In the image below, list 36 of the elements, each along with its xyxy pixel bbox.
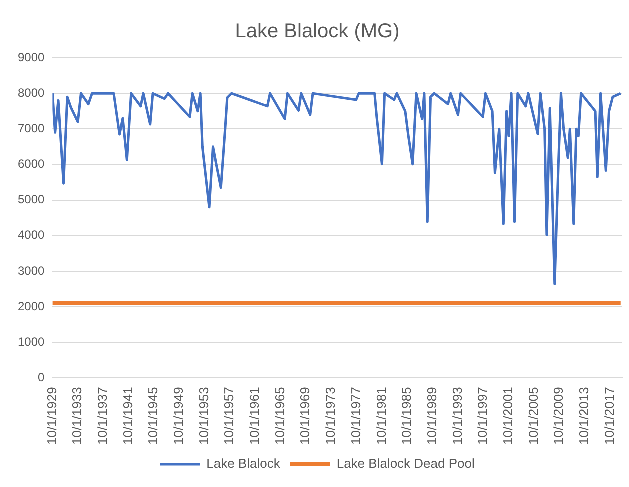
legend-label: Lake Blalock bbox=[206, 456, 281, 472]
x-tick-label: 10/1/1941 bbox=[120, 387, 136, 446]
y-tick-label: 5000 bbox=[18, 192, 46, 207]
x-tick-label: 10/1/1953 bbox=[196, 387, 212, 446]
x-tick-label: 10/1/1945 bbox=[146, 387, 161, 446]
x-tick-label: 10/1/1977 bbox=[348, 387, 364, 446]
x-tick-label: 10/1/1973 bbox=[323, 387, 338, 446]
y-tick-label: 6000 bbox=[18, 157, 46, 172]
x-tick-label: 10/1/2005 bbox=[526, 387, 541, 446]
x-tick-label: 10/1/1933 bbox=[70, 387, 85, 446]
x-tick-label: 10/1/2009 bbox=[551, 387, 566, 446]
x-tick-label: 10/1/1981 bbox=[374, 387, 389, 446]
x-tick-label: 10/1/1937 bbox=[94, 387, 110, 446]
y-tick-label: 8000 bbox=[18, 86, 46, 100]
x-tick-label: 10/1/1965 bbox=[272, 387, 288, 446]
y-tick-label: 7000 bbox=[18, 121, 46, 136]
x-tick-label: 10/1/1969 bbox=[298, 387, 313, 446]
x-tick-label: 10/1/2017 bbox=[602, 387, 617, 446]
y-tick-label: 1000 bbox=[18, 334, 46, 349]
x-tick-label: 10/1/2001 bbox=[500, 387, 516, 446]
chart-title: Lake Blalock (MG) bbox=[235, 20, 400, 43]
y-tick-label: 0 bbox=[38, 370, 46, 384]
y-tick-label: 4000 bbox=[18, 228, 46, 242]
x-tick-label: 10/1/1997 bbox=[475, 387, 490, 446]
x-tick-label: 10/1/2013 bbox=[576, 387, 592, 446]
x-tick-label: 10/1/1985 bbox=[399, 387, 414, 446]
x-tick-label: 10/1/1957 bbox=[222, 387, 237, 446]
x-tick-label: 10/1/1929 bbox=[44, 387, 60, 446]
x-tick-label: 10/1/1961 bbox=[247, 387, 262, 446]
x-tick-label: 10/1/1949 bbox=[171, 387, 186, 446]
y-tick-label: 9000 bbox=[18, 50, 46, 64]
legend-label: Lake Blalock Dead Pool bbox=[336, 456, 475, 472]
y-tick-label: 3000 bbox=[18, 264, 46, 278]
x-tick-label: 10/1/1993 bbox=[450, 387, 465, 446]
x-tick-label: 10/1/1989 bbox=[424, 387, 440, 446]
y-tick-label: 2000 bbox=[18, 299, 46, 314]
